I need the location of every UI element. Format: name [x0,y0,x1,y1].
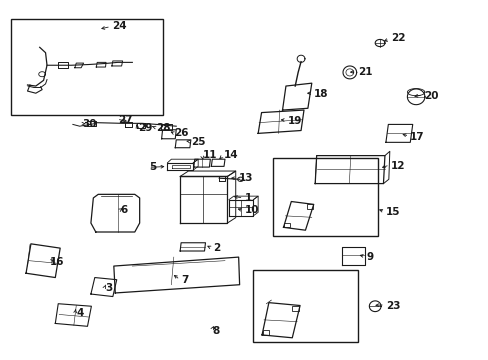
Text: 5: 5 [149,162,156,172]
Text: 11: 11 [203,150,217,160]
Bar [263,330,269,335]
Text: 28: 28 [156,123,170,133]
Text: 30: 30 [82,120,97,129]
Text: 26: 26 [173,129,188,138]
Text: 19: 19 [287,116,301,126]
Text: 4: 4 [76,308,83,318]
Text: 16: 16 [49,257,64,267]
Bar [306,204,312,209]
Text: 12: 12 [390,161,405,171]
Text: 8: 8 [212,325,220,336]
Text: 25: 25 [190,138,205,147]
Text: 10: 10 [244,206,259,216]
Text: 27: 27 [118,115,132,125]
Bar [11,19,162,116]
Bar [253,270,357,342]
Bar [292,306,298,311]
Text: 6: 6 [120,206,127,216]
Text: 21: 21 [357,67,371,77]
Text: 29: 29 [138,123,152,133]
Text: 9: 9 [366,252,373,262]
Text: 7: 7 [181,275,188,285]
Text: 1: 1 [244,193,251,203]
Text: 22: 22 [390,33,405,43]
Bar [272,158,377,235]
Text: 14: 14 [224,150,238,160]
Text: 23: 23 [385,301,400,311]
Text: 15: 15 [385,207,400,217]
Text: 13: 13 [238,173,253,183]
Text: 20: 20 [423,91,438,101]
Bar [284,223,289,227]
Text: 24: 24 [112,21,126,31]
Text: 3: 3 [105,283,113,293]
Text: 2: 2 [212,243,220,253]
Text: 18: 18 [313,89,327,99]
Text: 17: 17 [409,132,424,142]
